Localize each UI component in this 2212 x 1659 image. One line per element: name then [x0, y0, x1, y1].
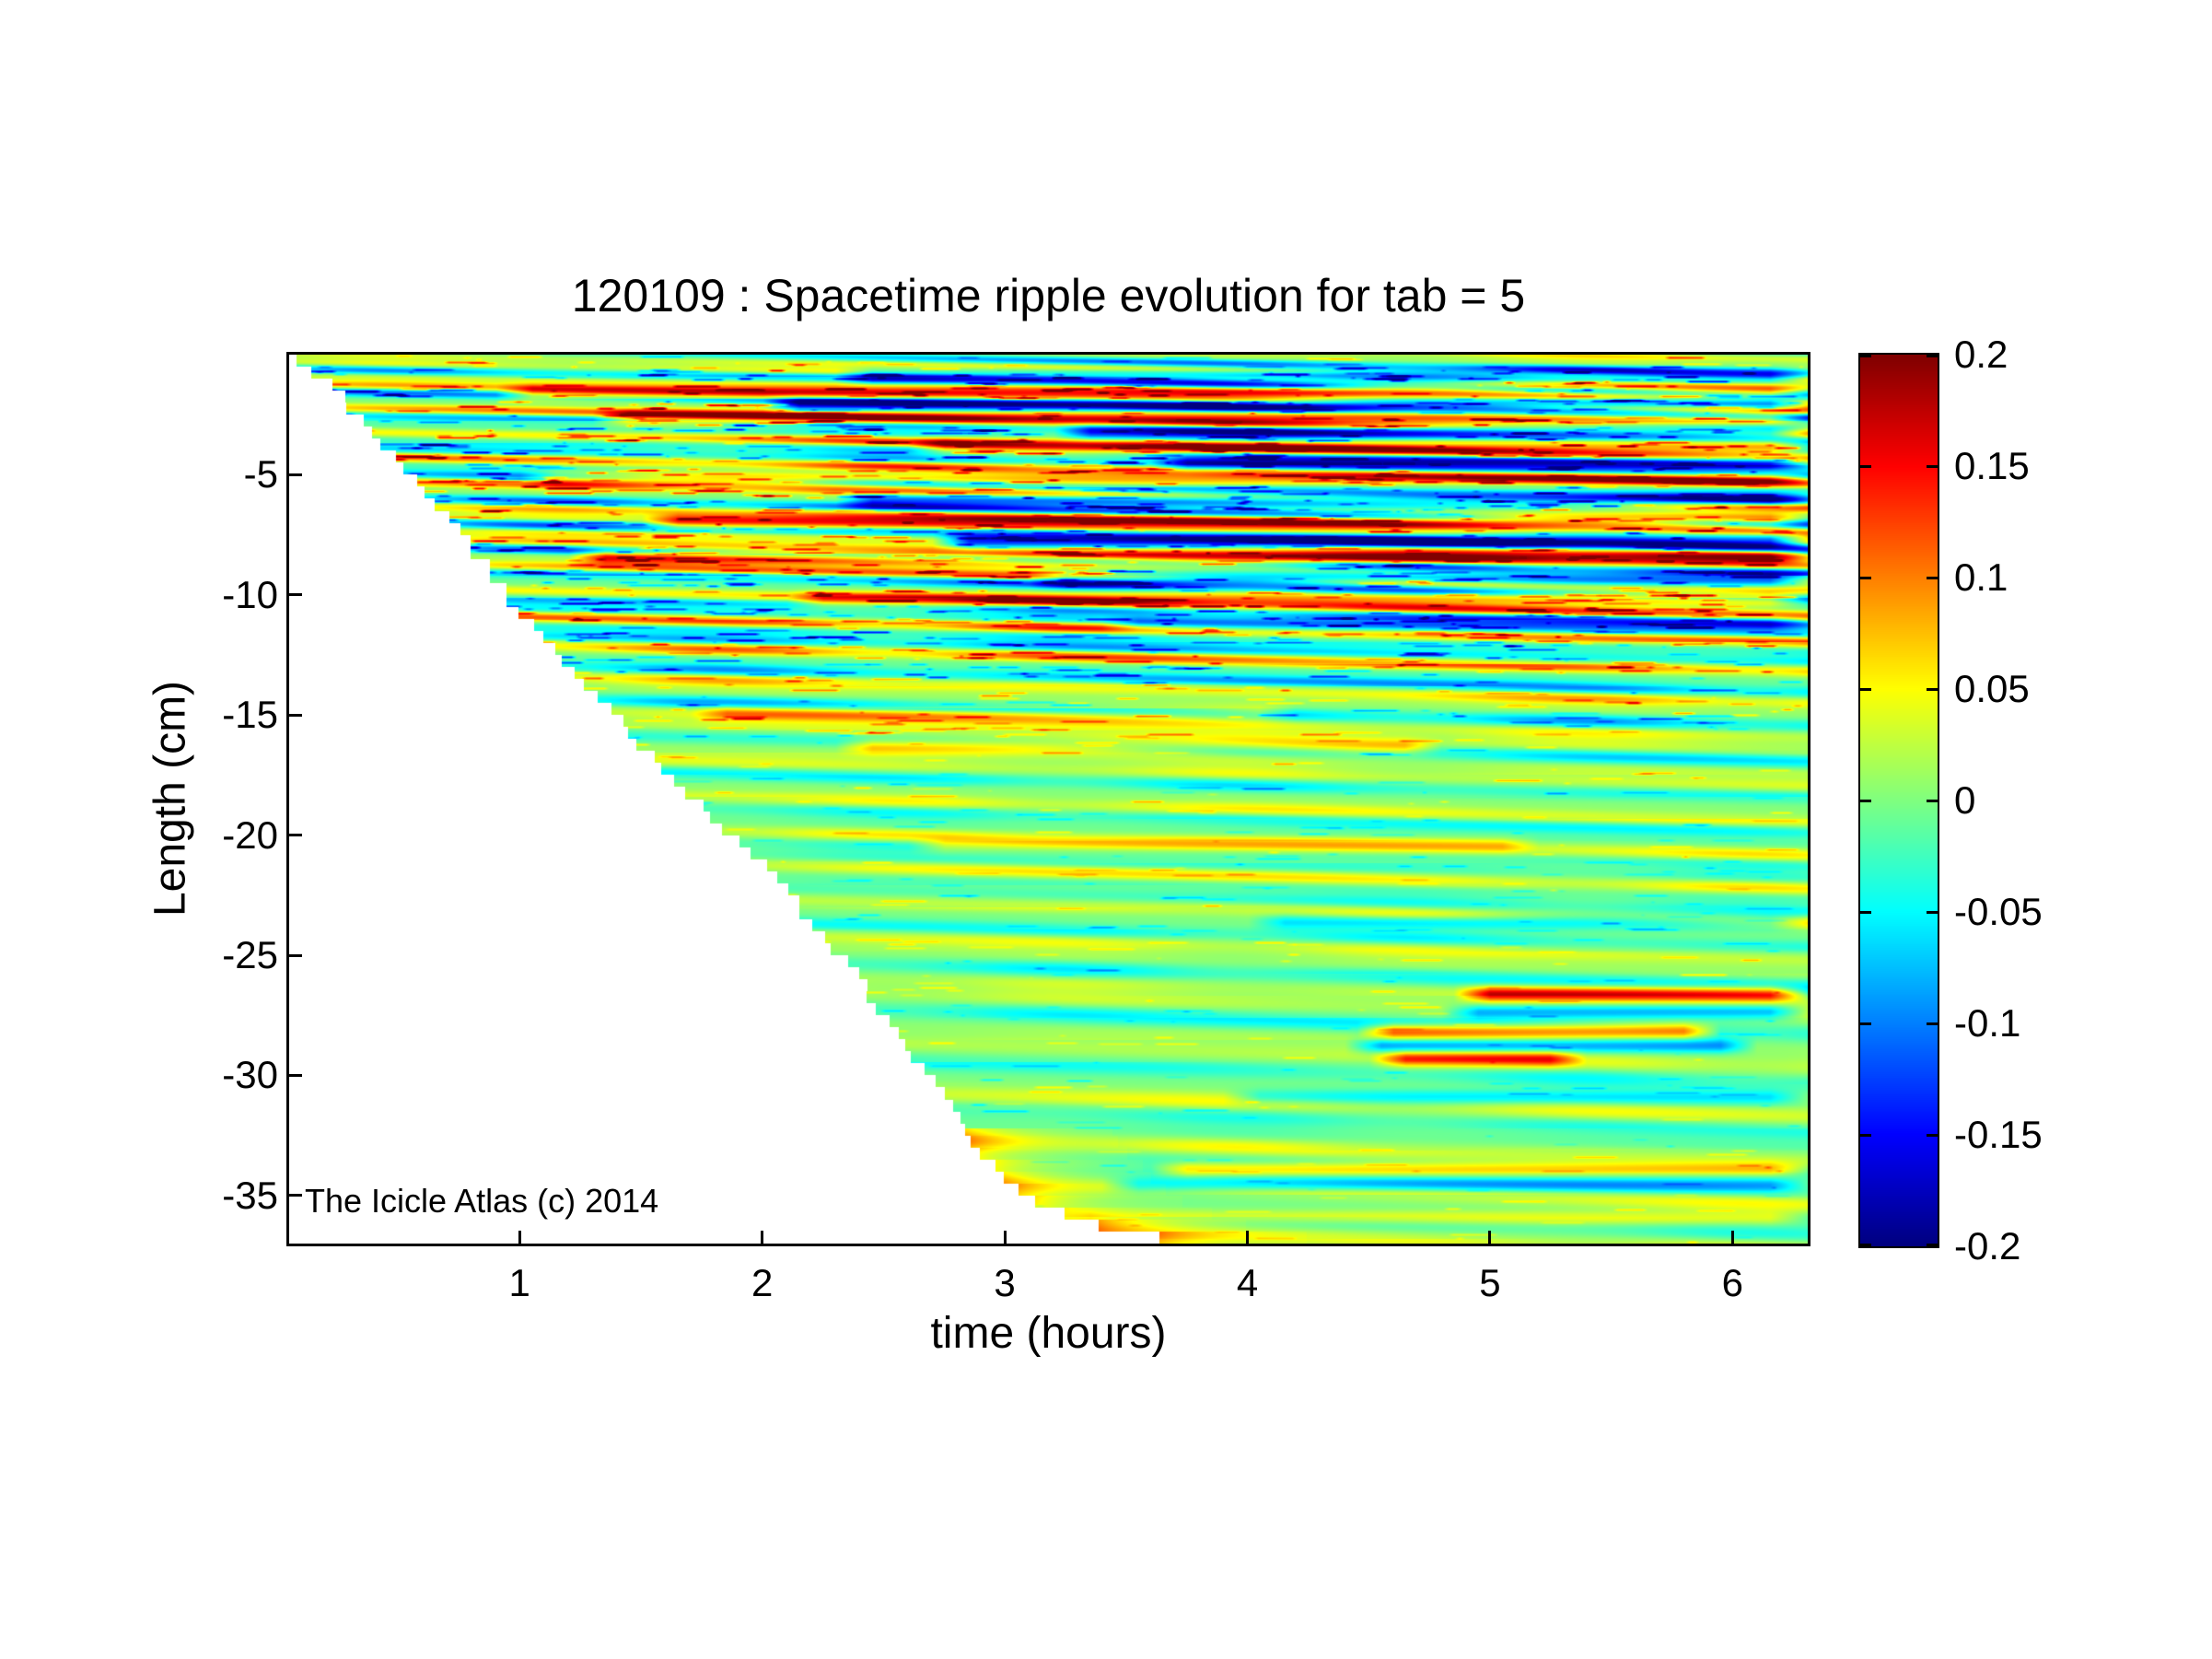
colorbar-tick-label: 0.1 — [1954, 555, 2008, 599]
y-tick-label: -30 — [222, 1053, 278, 1097]
y-tick-label: -25 — [222, 933, 278, 977]
x-axis-label: time (hours) — [930, 1309, 1167, 1358]
y-tick — [289, 1073, 302, 1077]
colorbar-tick-label: -0.1 — [1954, 1001, 2021, 1045]
colorbar-tick — [1927, 1244, 1938, 1246]
chart-title: 120109 : Spacetime ripple evolution for … — [571, 270, 1526, 321]
colorbar-tick — [1860, 910, 1871, 914]
y-tick-label: -20 — [222, 812, 278, 857]
colorbar-tick — [1927, 910, 1938, 914]
colorbar-tick — [1860, 355, 1871, 357]
colorbar-tick — [1927, 1022, 1938, 1025]
x-tick-label: 4 — [1236, 1261, 1259, 1304]
y-tick — [289, 1194, 302, 1198]
colorbar-tick — [1927, 464, 1938, 468]
y-tick-label: -5 — [243, 452, 278, 497]
y-tick — [289, 473, 302, 476]
y-tick — [289, 953, 302, 957]
colorbar-tick — [1927, 355, 1938, 357]
x-tick — [518, 1231, 521, 1244]
x-tick-label: 1 — [508, 1261, 530, 1304]
colorbar-tick — [1860, 576, 1871, 579]
colorbar-tick — [1860, 464, 1871, 468]
colorbar-tick — [1927, 799, 1938, 802]
x-tick — [1730, 1231, 1734, 1244]
colorbar-tick — [1860, 1244, 1871, 1246]
x-tick-label: 5 — [1479, 1261, 1501, 1304]
colorbar-tick — [1927, 1133, 1938, 1137]
plot-area — [286, 352, 1810, 1246]
x-tick — [761, 1231, 764, 1244]
colorbar-tick-label: -0.15 — [1954, 1113, 2043, 1156]
colorbar-tick — [1927, 576, 1938, 579]
colorbar-tick — [1860, 1133, 1871, 1137]
y-tick-label: -10 — [222, 572, 278, 616]
y-tick-label: -15 — [222, 693, 278, 737]
colorbar-tick — [1860, 799, 1871, 802]
y-tick-label: -35 — [222, 1173, 278, 1217]
y-tick — [289, 713, 302, 717]
colorbar-tick — [1927, 687, 1938, 691]
colorbar-tick-label: 0.2 — [1954, 333, 2008, 376]
colorbar-tick-label: -0.2 — [1954, 1224, 2021, 1268]
colorbar-tick-label: 0.05 — [1954, 667, 2030, 710]
x-tick — [1246, 1231, 1249, 1244]
x-tick — [1488, 1231, 1492, 1244]
colorbar-gradient-canvas — [1860, 355, 1938, 1246]
colorbar-tick — [1860, 687, 1871, 691]
colorbar — [1858, 353, 1939, 1248]
x-tick-label: 3 — [994, 1261, 1016, 1304]
colorbar-tick-label: 0 — [1954, 778, 1976, 822]
heatmap-canvas — [289, 355, 1808, 1244]
colorbar-tick — [1860, 1022, 1871, 1025]
colorbar-tick-label: 0.15 — [1954, 444, 2030, 487]
x-tick — [1003, 1231, 1007, 1244]
y-tick — [289, 834, 302, 837]
x-tick-label: 2 — [751, 1261, 774, 1304]
y-tick — [289, 593, 302, 597]
colorbar-tick-label: -0.05 — [1954, 890, 2043, 933]
x-tick-label: 6 — [1721, 1261, 1743, 1304]
plot-annotation: The Icicle Atlas (c) 2014 — [305, 1182, 659, 1220]
